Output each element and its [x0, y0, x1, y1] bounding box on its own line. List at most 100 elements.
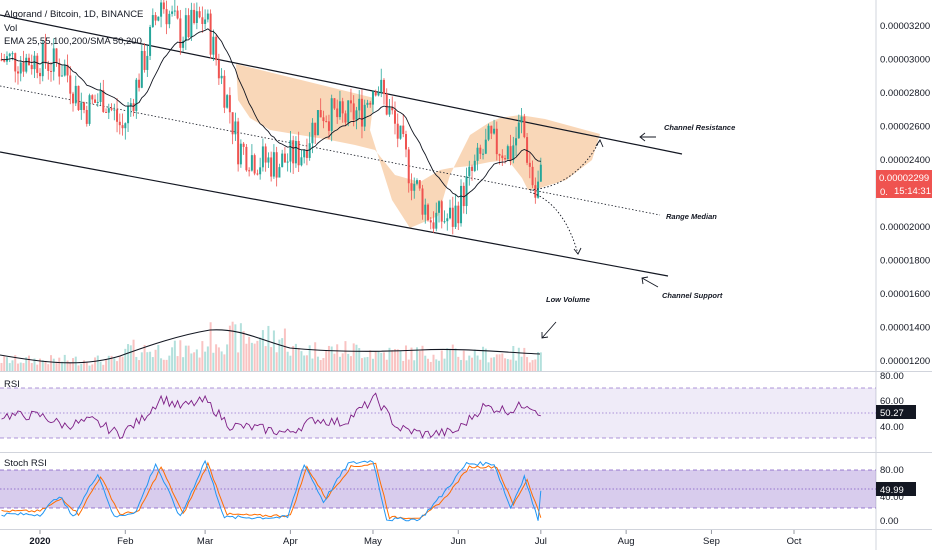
- candle-body: [360, 98, 363, 127]
- candle-body: [517, 122, 520, 139]
- volume-bar: [539, 352, 542, 371]
- time-tick-label: Sep: [703, 536, 720, 547]
- volume-bar: [41, 360, 44, 371]
- pattern-shape[interactable]: [236, 64, 600, 228]
- volume-bar: [382, 352, 385, 371]
- candle-body: [69, 75, 72, 94]
- volume-bar: [446, 348, 449, 371]
- volume-bar: [11, 360, 14, 371]
- stoch-rsi-panel[interactable]: Stoch RSI 80.00 40.00 0.00 49.99: [0, 458, 916, 527]
- volume-bar: [413, 360, 416, 371]
- volume-bar: [316, 356, 319, 371]
- candle-body: [358, 98, 361, 111]
- indicators-legend[interactable]: EMA 25,55,100,200/SMA 50,200: [4, 36, 142, 47]
- candle-body: [504, 158, 507, 160]
- candle-body: [333, 98, 336, 109]
- candle-body: [490, 125, 493, 134]
- volume-bar: [5, 357, 8, 371]
- candle-body: [278, 167, 281, 178]
- volume-bar: [212, 352, 215, 371]
- candle-body: [457, 205, 460, 224]
- volume-bar: [404, 345, 407, 371]
- volume-bar: [237, 352, 240, 371]
- candle-body: [369, 102, 372, 105]
- candle-body: [270, 157, 273, 177]
- volume-bar: [482, 346, 485, 371]
- candle-body: [523, 116, 526, 138]
- projection-down-arrow[interactable]: [529, 191, 579, 255]
- volume-bar: [261, 330, 264, 371]
- volume-bar: [74, 356, 77, 371]
- channel-resistance-line[interactable]: [0, 14, 683, 155]
- volume-bar: [454, 348, 457, 371]
- candle-body: [476, 147, 479, 161]
- candle-body: [226, 95, 229, 108]
- volume-bar: [58, 357, 61, 371]
- candle-body: [157, 16, 160, 21]
- volume-bar: [83, 360, 86, 371]
- candle-body: [272, 152, 275, 177]
- volume-bar: [121, 356, 124, 371]
- candle-body: [338, 101, 341, 118]
- price-tick: 0.00003200: [880, 21, 930, 32]
- last-price-tag[interactable]: 0.00002299 15:14:31 0.: [876, 170, 932, 198]
- stoch-tick-80: 80.00: [880, 465, 904, 476]
- volume-bar: [465, 360, 468, 371]
- candle-body: [429, 220, 432, 223]
- volume-bar: [61, 361, 64, 371]
- volume-bar: [179, 340, 182, 371]
- volume-bar: [69, 362, 72, 371]
- volume-bar: [435, 359, 438, 371]
- candle-body: [363, 104, 366, 127]
- candle-body: [336, 108, 339, 118]
- symbol-title[interactable]: Algorand / Bitcoin, 1D, BINANCE: [4, 9, 143, 20]
- candle-body: [231, 112, 234, 135]
- price-tick: 0.00002400: [880, 155, 930, 166]
- price-tick: 0.00002600: [880, 122, 930, 133]
- candle-body: [146, 55, 149, 70]
- candle-body: [245, 146, 248, 171]
- candle-body: [129, 103, 132, 107]
- candle-body: [209, 13, 212, 55]
- volume-bar: [168, 355, 171, 371]
- price-tick: 0.00002000: [880, 222, 930, 233]
- candle-body: [248, 170, 251, 172]
- time-tick-label: Feb: [117, 536, 133, 547]
- candle-body: [223, 75, 226, 108]
- stoch-tick-0: 0.00: [880, 516, 899, 527]
- stoch-value-tag: 49.99: [880, 485, 904, 496]
- candle-body: [292, 140, 295, 164]
- candle-body: [382, 79, 385, 94]
- rsi-panel[interactable]: RSI 80.00 60.00 40.00 50.27: [0, 371, 916, 440]
- channel-support-line[interactable]: [0, 151, 669, 277]
- volume-bar: [0, 362, 3, 371]
- price-tick: 0.00003000: [880, 55, 930, 66]
- volume-bar: [25, 357, 28, 371]
- volume-bar: [355, 344, 358, 371]
- volume-bar: [319, 360, 322, 371]
- volume-bar: [195, 349, 198, 371]
- range-median-line[interactable]: [0, 85, 661, 216]
- volume-bar: [479, 359, 482, 371]
- candle-body: [215, 36, 218, 60]
- candle-body: [471, 166, 474, 171]
- volume-bar: [281, 338, 284, 371]
- candle-body: [371, 91, 374, 105]
- candle-body: [113, 109, 116, 111]
- volume-bar: [132, 339, 135, 371]
- candle-body: [289, 140, 292, 162]
- candle-body: [228, 95, 231, 113]
- time-axis[interactable]: 2020 Feb Mar Apr May Jun Jul Aug Sep Oct: [29, 530, 802, 547]
- volume-bar: [311, 358, 314, 371]
- volume-bar: [110, 355, 113, 371]
- volume-bar: [424, 355, 427, 371]
- volume-bar: [140, 352, 143, 371]
- volume-bar: [429, 361, 432, 371]
- volume-bar: [253, 343, 256, 371]
- volume-legend[interactable]: Vol: [4, 23, 17, 34]
- candle-body: [501, 155, 504, 159]
- candle-body: [440, 201, 443, 222]
- candle-body: [250, 155, 253, 171]
